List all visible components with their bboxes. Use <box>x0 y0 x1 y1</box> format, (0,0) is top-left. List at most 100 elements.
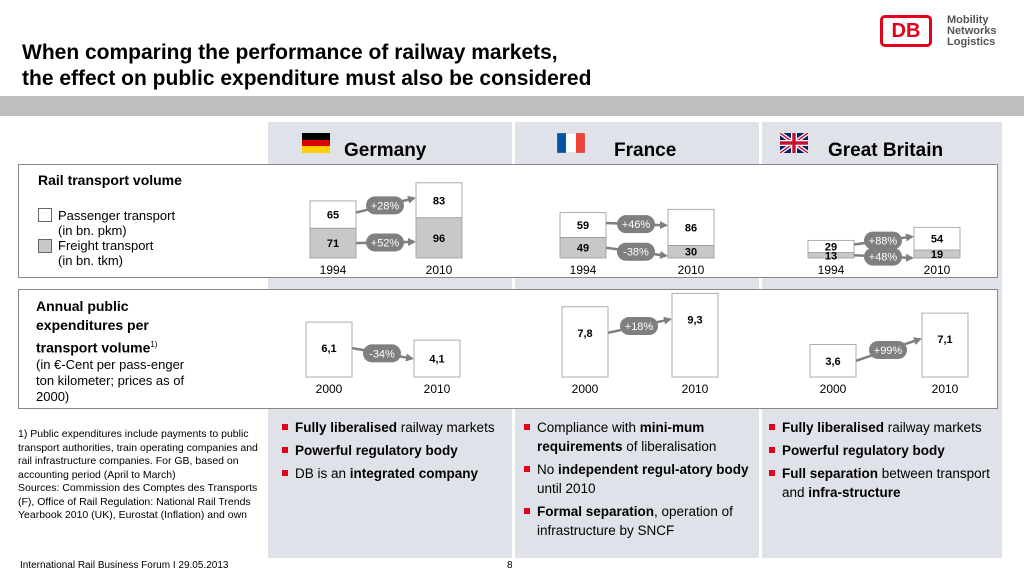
expenditure-bar-france-2000 <box>561 306 609 378</box>
x-tick-label: 2000 <box>316 382 343 396</box>
page-title: When comparing the performance of railwa… <box>22 40 591 92</box>
bullets-great-britain: Fully liberalised railway markets Powerfu… <box>767 418 995 506</box>
expenditure-title-line-3: transport volume <box>36 339 151 356</box>
passenger-change-great-britain-badge <box>864 231 902 250</box>
bullet-text: mini-mum requirements <box>537 420 705 454</box>
expenditure-change-france-label: +18% <box>625 321 654 333</box>
page-number: 8 <box>507 560 513 571</box>
bullet-item: Powerful regulatory body <box>280 441 508 460</box>
great-britain-flag-icon <box>778 131 810 155</box>
freight-value-label: 49 <box>577 243 589 255</box>
x-tick-label: 2010 <box>426 263 453 277</box>
bullet-item: Powerful regulatory body <box>767 441 995 460</box>
bullet-list-france: Compliance with mini-mum requirements of… <box>522 418 754 540</box>
passenger-value-label: 54 <box>931 234 944 246</box>
title-line-1: When comparing the performance of railwa… <box>22 41 558 64</box>
country-label-germany: Germany <box>344 140 427 161</box>
title-line-2: the effect on public expenditure must al… <box>22 67 592 90</box>
bullet-text: , operation of infrastructure by SNCF <box>537 504 733 538</box>
x-tick-label: 2000 <box>820 382 847 396</box>
expenditure-bar-france-2010 <box>671 292 719 378</box>
passenger-bar-germany-1994 <box>309 200 357 229</box>
expenditure-title-line-2: expenditures per <box>36 317 149 333</box>
bullet-text: Powerful regulatory body <box>782 443 945 458</box>
bullet-item: Fully liberalised railway markets <box>767 418 995 437</box>
passenger-change-germany-badge <box>366 196 404 215</box>
bullet-item: DB is an integrated company <box>280 464 508 483</box>
bullet-text: Full separation <box>782 466 879 481</box>
bullets-germany: Fully liberalised railway markets Powerfu… <box>280 418 508 487</box>
bullet-text: railway markets <box>397 420 495 435</box>
passenger-bar-great-britain-2010 <box>913 226 961 251</box>
expenditure-desc-line-2: ton kilometer; prices as of <box>36 373 185 388</box>
freight-value-label: 13 <box>825 250 837 262</box>
passenger-value-label: 29 <box>825 241 837 253</box>
expenditure-desc-line-3: 2000) <box>36 389 70 404</box>
x-tick-label: 2010 <box>932 382 959 396</box>
expenditure-change-great-britain-label: +99% <box>874 345 903 357</box>
legend-freight-unit: (in bn. tkm) <box>58 253 124 268</box>
passenger-change-france-label: +46% <box>622 219 651 231</box>
passenger-value-label: 65 <box>327 210 339 222</box>
passenger-bar-france-1994 <box>559 212 607 238</box>
bullet-list-great-britain: Fully liberalised railway markets Powerfu… <box>767 418 995 502</box>
header-divider-bar <box>0 96 1024 116</box>
expenditure-change-germany-badge <box>363 344 401 363</box>
x-tick-label: 2010 <box>678 263 705 277</box>
passenger-bar-great-britain-1994 <box>807 239 855 253</box>
expenditure-value-label: 3,6 <box>825 356 840 368</box>
passenger-bar-france-2010 <box>667 208 715 246</box>
bullet-text: Fully liberalised <box>295 420 398 435</box>
expenditure-value-label: 7,8 <box>577 328 592 340</box>
volume-panel-title: Rail transport volume <box>38 172 182 188</box>
footer-text: International Rail Business Forum I 29.0… <box>20 560 229 571</box>
expenditure-bar-great-britain-2000 <box>809 344 857 378</box>
expenditure-value-label: 4,1 <box>429 354 444 366</box>
freight-change-germany-badge <box>366 233 404 252</box>
x-tick-label: 1994 <box>320 263 347 277</box>
bullet-item: Fully liberalised railway markets <box>280 418 508 437</box>
tagline-line-3: Logistics <box>947 36 996 48</box>
bullet-text: infra-structure <box>808 485 901 500</box>
legend-passenger-label: Passenger transport <box>58 208 176 223</box>
country-label-great-britain: Great Britain <box>828 140 944 161</box>
expenditure-change-france-badge <box>620 317 658 336</box>
bullet-text: Compliance with <box>537 420 640 435</box>
bullet-text: between transport and <box>782 466 990 500</box>
bullet-text: Formal separation <box>537 504 655 519</box>
bullet-item: Compliance with mini-mum requirements of… <box>522 418 754 456</box>
expenditure-desc-line-1: (in €-Cent per pass-enger <box>36 357 185 372</box>
expenditure-bar-great-britain-2010 <box>921 312 969 378</box>
freight-value-label: 19 <box>931 249 943 261</box>
passenger-change-great-britain-label: +88% <box>869 236 898 248</box>
x-tick-label: 1994 <box>818 263 845 277</box>
passenger-value-label: 86 <box>685 222 697 234</box>
bullet-text: Fully liberalised <box>782 420 885 435</box>
sources-text: Sources: Commission des Comptes des Tran… <box>18 482 258 521</box>
expenditure-change-germany-label: -34% <box>369 348 395 360</box>
germany-flag-icon <box>302 133 330 153</box>
tagline-line-2: Networks <box>947 25 997 37</box>
bullet-text: integrated company <box>349 466 479 481</box>
tagline-line-1: Mobility <box>947 14 989 26</box>
rail-volume-panel <box>18 164 998 278</box>
expenditure-footnote-ref: 1) <box>150 340 158 349</box>
bullets-france: Compliance with mini-mum requirements of… <box>522 418 754 544</box>
passenger-value-label: 83 <box>433 195 445 207</box>
bullet-text: until 2010 <box>537 481 596 496</box>
db-logo: DB <box>880 15 932 47</box>
expenditure-value-label: 9,3 <box>687 314 702 326</box>
passenger-value-label: 59 <box>577 220 589 232</box>
freight-change-great-britain-badge <box>864 247 902 266</box>
x-tick-label: 2010 <box>924 263 951 277</box>
freight-change-germany-label: +52% <box>371 237 400 249</box>
expenditure-panel-title: Annual public expenditures per transport… <box>36 297 157 358</box>
passenger-change-germany-label: +28% <box>371 200 400 212</box>
legend-passenger-unit: (in bn. pkm) <box>58 223 127 238</box>
bullet-text: of liberalisation <box>622 439 717 454</box>
legend-freight: Freight transport (in bn. tkm) <box>58 238 153 268</box>
expenditure-bar-germany-2010 <box>413 339 461 378</box>
bullet-text: independent regul-atory body <box>558 462 749 477</box>
expenditure-title-line-1: Annual public <box>36 298 129 314</box>
